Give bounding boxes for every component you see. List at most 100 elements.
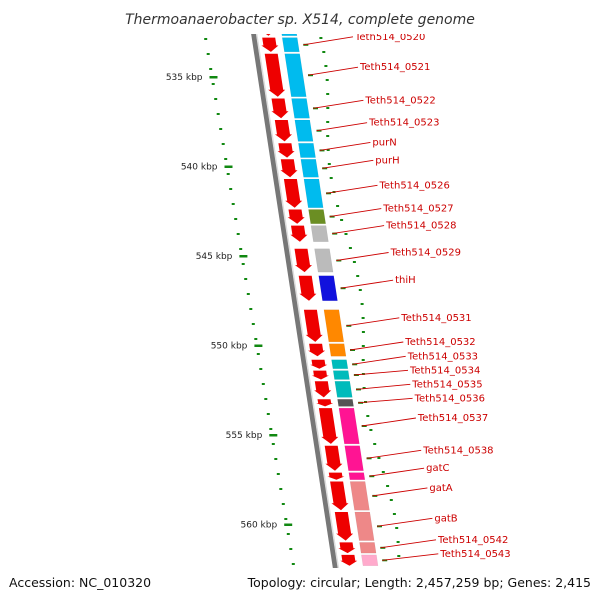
gc-dot xyxy=(281,503,285,505)
gc-dot xyxy=(386,485,390,487)
gc-dot xyxy=(251,323,255,325)
gc-dot xyxy=(324,65,328,67)
gene-label: Teth514_0536 xyxy=(414,393,485,404)
cog-band xyxy=(300,159,319,178)
gc-dot xyxy=(362,387,366,389)
gc-dot xyxy=(373,443,377,445)
label-leader xyxy=(382,553,439,561)
gene-label: purN xyxy=(372,137,396,148)
label-leader xyxy=(312,99,364,109)
gene-arrow xyxy=(264,53,286,97)
gc-dot xyxy=(326,93,330,95)
kbp-label: 545 kbp xyxy=(196,252,233,262)
gene-arrow xyxy=(308,343,326,357)
gc-dot xyxy=(369,429,373,431)
kbp-label: 560 kbp xyxy=(241,521,278,531)
gene-label: Teth514_0523 xyxy=(368,118,439,129)
gene-label: Teth514_0522 xyxy=(364,95,435,106)
cog-band xyxy=(284,53,307,97)
gene-arrow xyxy=(310,359,328,369)
title-backdrop xyxy=(0,0,600,34)
gc-dot xyxy=(204,38,208,40)
gc-dot xyxy=(274,458,278,460)
gc-dot xyxy=(284,518,288,520)
kbp-label: 540 kbp xyxy=(181,163,218,173)
gene-arrows xyxy=(259,21,363,600)
gc-dot xyxy=(361,331,365,333)
gene-label: Teth514_0529 xyxy=(390,248,461,259)
label-leader xyxy=(332,225,385,235)
label-leader xyxy=(349,341,404,351)
gc-dot xyxy=(239,248,243,250)
cog-band xyxy=(303,178,324,208)
gc-dot xyxy=(269,428,273,430)
gene-label: Teth514_0521 xyxy=(359,62,430,73)
gene-label: Teth514_0520 xyxy=(354,32,425,43)
gc-dot xyxy=(271,443,275,445)
gc-dot xyxy=(221,143,225,145)
gc-dot xyxy=(352,261,356,263)
gc-dot xyxy=(244,278,248,280)
cog-band xyxy=(334,381,353,398)
gc-dot xyxy=(256,353,260,355)
topology-text: Topology: circular; Length: 2,457,259 bp… xyxy=(247,575,591,590)
gene-arrow xyxy=(287,209,305,224)
gene-label: Teth514_0527 xyxy=(382,204,453,215)
gene-arrow xyxy=(280,159,298,178)
label-leader xyxy=(346,317,400,327)
gc-dot xyxy=(249,308,253,310)
gc-dot xyxy=(322,51,326,53)
gene-label: gatA xyxy=(429,483,452,494)
kbp-label: 535 kbp xyxy=(166,73,203,83)
gc-dot xyxy=(241,263,245,265)
gene-arrow xyxy=(271,98,289,119)
cog-band xyxy=(308,209,326,225)
gc-dot xyxy=(396,541,400,543)
gene-arrow xyxy=(318,408,339,444)
gc-dot xyxy=(329,177,333,179)
gene-label: Teth514_0538 xyxy=(422,445,493,456)
gene-label: Teth514_0542 xyxy=(437,535,508,546)
label-leader xyxy=(376,517,433,527)
gene-arrow xyxy=(334,512,354,541)
gene-label: Teth514_0532 xyxy=(404,337,475,348)
label-leader xyxy=(352,355,406,365)
label-leader xyxy=(336,252,389,261)
label-leader xyxy=(355,383,411,390)
cog-band xyxy=(359,542,377,554)
kbp-tick xyxy=(224,165,233,168)
label-leader xyxy=(340,279,394,289)
gene-label: Teth514_0535 xyxy=(411,379,482,390)
cog-band xyxy=(323,309,345,343)
accession-text: Accession: NC_010320 xyxy=(9,575,151,590)
cog-band xyxy=(361,554,379,566)
gc-dot xyxy=(216,113,220,115)
gc-dot xyxy=(246,293,250,295)
gene-arrow xyxy=(294,248,312,273)
kbp-tick xyxy=(269,434,278,437)
cog-band xyxy=(294,119,314,142)
gene-arrow xyxy=(283,179,303,208)
gene-arrow xyxy=(290,225,308,242)
gc-dot xyxy=(389,499,393,501)
gc-dot xyxy=(397,555,401,557)
map-title: Thermoanaerobacter sp. X514, complete ge… xyxy=(125,12,475,28)
gc-dot xyxy=(219,128,223,130)
gene-label: Teth514_0531 xyxy=(400,313,471,324)
gene-arrow xyxy=(338,542,356,554)
gene-label: thiH xyxy=(395,275,416,286)
gc-dot xyxy=(319,37,323,39)
cog-band xyxy=(332,370,350,380)
kbp-tick xyxy=(239,255,248,258)
gene-arrow xyxy=(303,309,323,342)
cog-band xyxy=(328,343,347,357)
gene-arrow xyxy=(316,399,334,407)
gc-dot xyxy=(395,527,399,529)
gc-dot xyxy=(224,158,228,160)
gc-dot xyxy=(361,317,365,319)
gene-label: Teth514_0534 xyxy=(409,365,480,376)
gc-dot xyxy=(344,233,348,235)
gc-dot xyxy=(326,107,330,109)
gc-dot xyxy=(291,563,295,565)
